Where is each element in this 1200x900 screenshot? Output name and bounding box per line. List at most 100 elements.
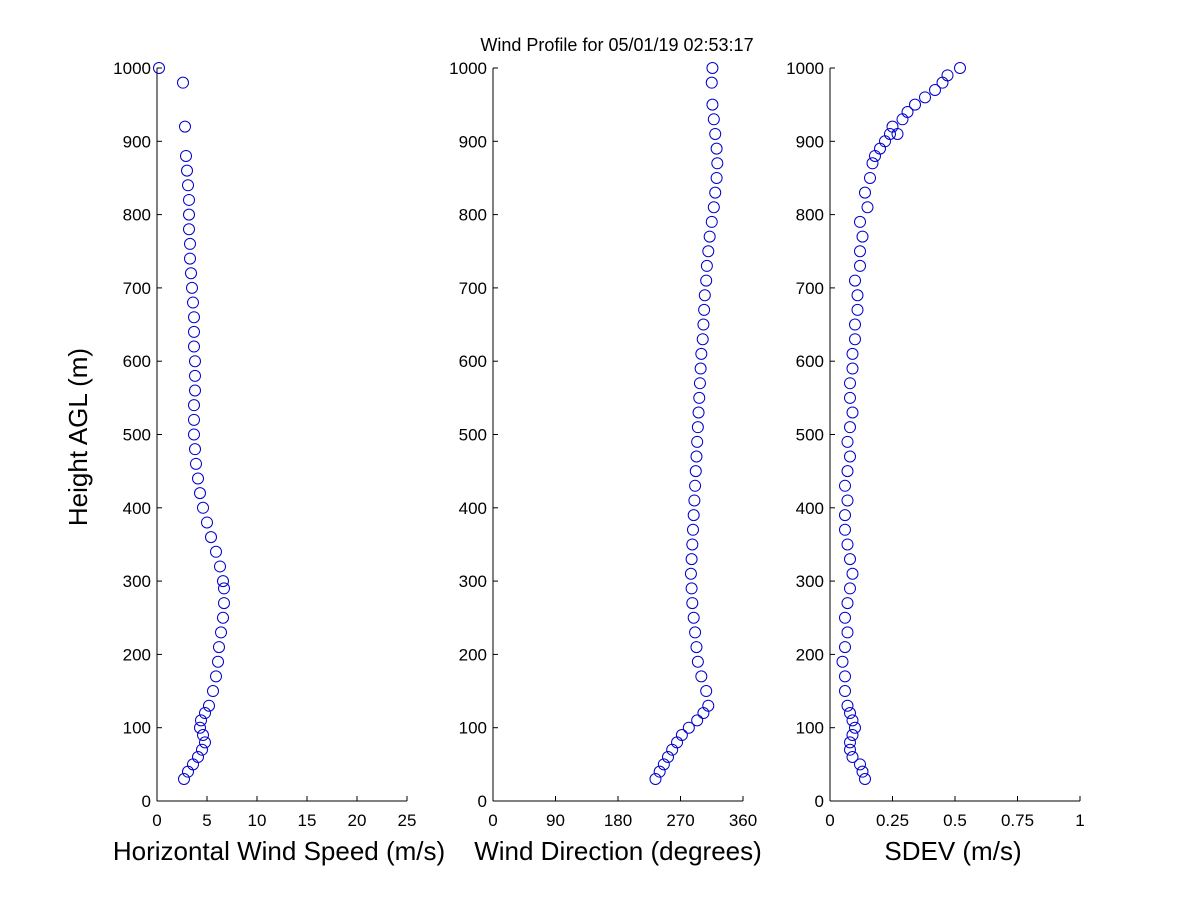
x-tick-label: 15: [298, 811, 317, 830]
x-tick-label: 180: [604, 811, 632, 830]
data-point: [706, 98, 719, 111]
data-point: [695, 670, 708, 683]
x-tick-label: 5: [202, 811, 211, 830]
data-point: [686, 538, 699, 551]
data-point: [192, 751, 204, 764]
data-point: [864, 171, 876, 184]
data-point: [698, 289, 711, 302]
data-point: [689, 479, 702, 492]
x-tick-label: 20: [348, 811, 367, 830]
data-point: [901, 105, 914, 118]
data-point: [703, 230, 716, 243]
data-point: [210, 670, 222, 683]
data-point: [849, 274, 861, 287]
data-point: [698, 303, 711, 316]
data-point: [199, 736, 211, 749]
data-point: [192, 472, 204, 485]
chart-panel-3: 0 100 200 300 400 500 600 700 800 900 1000 0 0.25 0.5…: [786, 59, 1085, 866]
data-point: [839, 479, 851, 492]
data-point: [707, 113, 720, 126]
data-point: [839, 523, 851, 536]
data-point: [846, 729, 859, 742]
data-point: [866, 157, 879, 170]
data-point: [675, 729, 688, 742]
data-point: [180, 149, 192, 162]
data-point: [846, 714, 859, 727]
data-point: [941, 69, 954, 82]
data-point: [836, 655, 849, 668]
data-point: [183, 208, 195, 221]
y-tick-label: 500: [796, 426, 824, 445]
x-tick-label: 0: [152, 811, 161, 830]
data-point: [188, 325, 200, 338]
data-point: [691, 435, 704, 448]
data-point: [839, 685, 851, 698]
data-point: [687, 523, 699, 536]
y-tick-label: 1000: [786, 59, 824, 78]
data-point: [194, 721, 206, 734]
data-point: [186, 281, 198, 294]
data-point: [841, 465, 854, 478]
data-point: [844, 377, 856, 390]
y-tick-label: 100: [796, 719, 824, 738]
data-point: [201, 516, 213, 529]
data-point: [649, 773, 662, 786]
data-point: [205, 531, 217, 544]
y-tick-label: 800: [459, 206, 487, 225]
y-tick-label: 700: [123, 279, 151, 298]
data-point: [178, 773, 190, 786]
data-point: [709, 127, 722, 140]
data-point: [896, 113, 909, 126]
data-point: [844, 582, 856, 595]
figure-title: Wind Profile for 05/01/19 02:53:17: [480, 35, 753, 55]
data-point: [218, 582, 230, 595]
data-point: [700, 259, 713, 272]
data-point: [874, 142, 886, 155]
data-point: [688, 494, 701, 507]
data-point: [884, 127, 896, 140]
data-point: [189, 443, 201, 456]
data-point: [682, 721, 695, 734]
data-point: [181, 164, 193, 177]
data-point: [841, 626, 854, 639]
data-point: [684, 567, 697, 580]
data-point: [685, 553, 698, 566]
data-point: [879, 135, 891, 148]
data-point: [212, 655, 224, 668]
data-point: [700, 274, 713, 287]
y-tick-label: 300: [123, 572, 151, 591]
data-point: [859, 773, 871, 786]
data-point: [689, 626, 702, 639]
y-tick-label: 600: [123, 352, 151, 371]
data-point: [846, 347, 859, 360]
data-point: [185, 267, 197, 280]
data-point: [183, 193, 195, 206]
data-point: [207, 685, 219, 698]
data-point: [705, 76, 718, 89]
data-point: [854, 215, 866, 228]
y-tick-label: 900: [459, 132, 487, 151]
data-point: [854, 245, 866, 258]
data-point: [851, 289, 864, 302]
data-point: [702, 245, 715, 258]
data-point: [213, 641, 225, 654]
y-tick-label: 0: [478, 792, 487, 811]
data-point: [839, 641, 851, 654]
y-tick-label: 600: [796, 352, 824, 371]
data-point: [199, 707, 211, 720]
x-tick-label: 360: [729, 811, 757, 830]
data-point: [886, 120, 899, 133]
chart-panel-1: 0 100 200 300 400 500 600 700 800 900 1000 0 5 10 15 20…: [63, 59, 445, 866]
data-point: [182, 179, 194, 192]
data-point: [936, 76, 949, 89]
x-tick-label: 0.5: [943, 811, 967, 830]
data-point: [687, 509, 700, 522]
data-point: [690, 641, 703, 654]
y-tick-label: 400: [796, 499, 824, 518]
data-point: [856, 765, 869, 778]
data-point: [846, 406, 859, 419]
data-point: [691, 655, 704, 668]
data-point: [839, 611, 851, 624]
y-tick-label: 0: [815, 792, 824, 811]
